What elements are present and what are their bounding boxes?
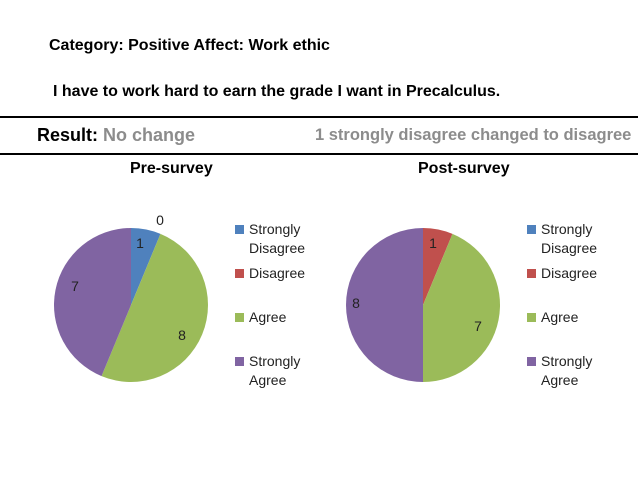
legend-label-strongly-disagree-line1: Strongly <box>541 221 593 237</box>
post-survey-pie: 1 7 8 <box>346 228 501 382</box>
legend-swatch-disagree <box>235 269 244 278</box>
legend-swatch-strongly-agree <box>527 357 536 366</box>
top-divider <box>0 116 638 118</box>
legend-label-disagree: Disagree <box>249 265 306 281</box>
data-label-disagree: 0 <box>156 212 164 228</box>
legend-item-disagree: Disagree <box>235 264 339 283</box>
legend-label-agree: Agree <box>249 309 287 325</box>
legend-label-strongly-agree-line2: Agree <box>541 372 579 388</box>
legend-swatch-disagree <box>527 269 536 278</box>
bottom-divider <box>0 153 638 155</box>
legend-item-disagree: Disagree <box>527 264 631 283</box>
legend-swatch-agree <box>235 313 244 322</box>
pie-slice-agree <box>101 233 209 383</box>
legend-item-strongly-agree: Strongly Agree <box>235 352 339 390</box>
legend-swatch-strongly-agree <box>235 357 244 366</box>
legend-item-agree: Agree <box>527 308 631 327</box>
data-label-disagree: 1 <box>429 235 437 251</box>
data-label-agree: 8 <box>178 327 186 343</box>
data-label-strongly-agree: 7 <box>71 278 79 294</box>
legend-label-disagree: Disagree <box>541 265 598 281</box>
legend-swatch-strongly-disagree <box>527 225 536 234</box>
pie-slice-disagree <box>423 228 453 305</box>
data-label-strongly-agree: 8 <box>352 295 360 311</box>
legend-swatch-strongly-disagree <box>235 225 244 234</box>
legend-label-strongly-disagree-line1: Strongly <box>249 221 301 237</box>
pie-slice-agree <box>423 233 501 382</box>
legend-item-strongly-disagree: Strongly Disagree <box>235 220 339 258</box>
legend-label-strongly-disagree-line2: Disagree <box>541 240 598 256</box>
legend-item-agree: Agree <box>235 308 339 327</box>
data-label-agree: 7 <box>474 318 482 334</box>
legend-label-strongly-agree-line2: Agree <box>249 372 287 388</box>
legend-label-strongly-disagree-line2: Disagree <box>249 240 306 256</box>
category-heading: Category: Positive Affect: Work ethic <box>49 37 330 54</box>
legend-label-strongly-agree-line1: Strongly <box>541 353 593 369</box>
legend-item-strongly-agree: Strongly Agree <box>527 352 631 390</box>
result-label: Result: <box>37 125 99 145</box>
pie-slice-strongly-disagree <box>131 228 161 305</box>
legend-label-agree: Agree <box>541 309 579 325</box>
legend-swatch-agree <box>527 313 536 322</box>
legend-item-strongly-disagree: Strongly Disagree <box>527 220 631 258</box>
pie-slice-strongly-agree <box>53 228 132 377</box>
change-note: 1 strongly disagree changed to disagree <box>315 126 632 144</box>
legend-label-strongly-agree-line1: Strongly <box>249 353 301 369</box>
survey-question: I have to work hard to earn the grade I … <box>53 83 501 100</box>
data-label-strongly-disagree: 1 <box>136 235 144 251</box>
result-line: Result: No change <box>37 125 195 146</box>
post-survey-title: Post-survey <box>418 160 510 177</box>
pre-survey-pie: 10 8 7 <box>53 212 209 383</box>
pre-survey-title: Pre-survey <box>130 160 213 177</box>
pie-slice-strongly-agree <box>346 228 423 382</box>
result-value: No change <box>103 125 196 145</box>
